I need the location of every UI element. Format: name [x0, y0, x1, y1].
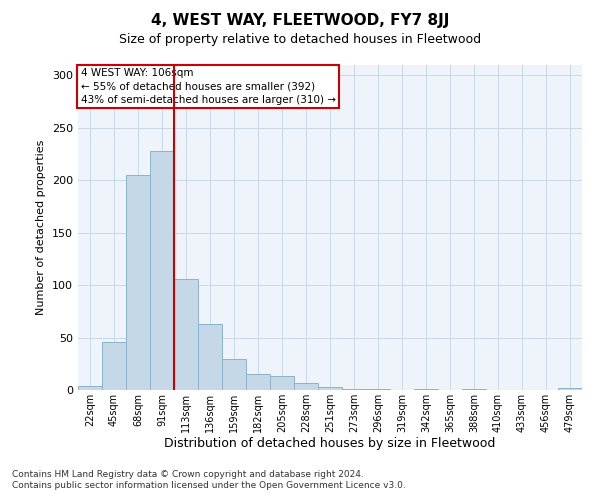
Text: Contains public sector information licensed under the Open Government Licence v3: Contains public sector information licen…: [12, 481, 406, 490]
Bar: [462, 389, 486, 390]
Bar: [558, 388, 582, 390]
Bar: [318, 387, 342, 390]
Bar: [414, 389, 438, 390]
Text: 4, WEST WAY, FLEETWOOD, FY7 8JJ: 4, WEST WAY, FLEETWOOD, FY7 8JJ: [151, 12, 449, 28]
Text: Distribution of detached houses by size in Fleetwood: Distribution of detached houses by size …: [164, 438, 496, 450]
Bar: [126, 175, 150, 390]
Text: Size of property relative to detached houses in Fleetwood: Size of property relative to detached ho…: [119, 32, 481, 46]
Bar: [222, 358, 246, 390]
Bar: [342, 389, 366, 390]
Bar: [150, 151, 174, 390]
Bar: [174, 279, 198, 390]
Bar: [270, 376, 294, 390]
Y-axis label: Number of detached properties: Number of detached properties: [37, 140, 46, 315]
Bar: [102, 342, 126, 390]
Bar: [198, 324, 222, 390]
Bar: [294, 382, 318, 390]
Text: 4 WEST WAY: 106sqm
← 55% of detached houses are smaller (392)
43% of semi-detach: 4 WEST WAY: 106sqm ← 55% of detached hou…: [80, 68, 335, 104]
Bar: [246, 374, 270, 390]
Text: Contains HM Land Registry data © Crown copyright and database right 2024.: Contains HM Land Registry data © Crown c…: [12, 470, 364, 479]
Bar: [78, 386, 102, 390]
Bar: [366, 389, 390, 390]
